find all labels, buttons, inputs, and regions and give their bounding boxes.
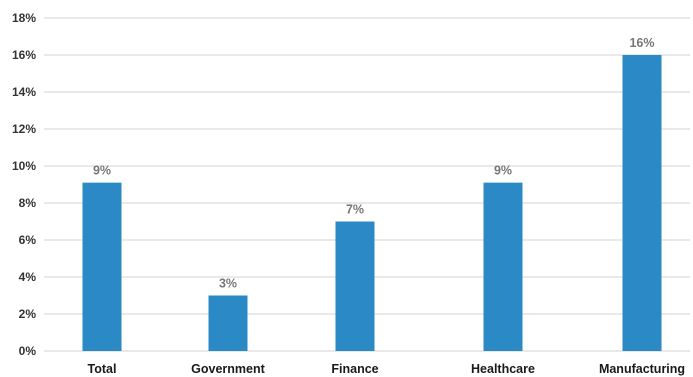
data-label-government: 3% — [219, 277, 237, 291]
bar-government — [208, 295, 248, 351]
category-label-healthcare: Healthcare — [471, 362, 535, 376]
y-tick-label: 4% — [19, 270, 37, 284]
category-label-total: Total — [88, 362, 117, 376]
x-axis-labels: Total Government Finance Healthcare Manufact… — [88, 362, 686, 376]
bars — [82, 55, 662, 351]
bar-manufacturing — [622, 55, 662, 351]
y-tick-label: 0% — [19, 344, 37, 358]
data-label-manufacturing: 16% — [629, 36, 654, 50]
y-tick-label: 14% — [12, 85, 36, 99]
y-tick-label: 16% — [12, 48, 36, 62]
y-tick-label: 2% — [19, 307, 37, 321]
bar-healthcare — [483, 182, 523, 351]
gridlines — [44, 17, 690, 352]
bar-total — [82, 182, 122, 351]
y-axis-ticks: 0% 2% 4% 6% 8% 10% 12% 14% 16% 18% — [12, 11, 36, 358]
category-label-government: Government — [191, 362, 265, 376]
data-label-total: 9% — [93, 164, 111, 178]
y-tick-label: 6% — [19, 233, 37, 247]
category-label-finance: Finance — [331, 362, 378, 376]
y-tick-label: 10% — [12, 159, 36, 173]
y-tick-label: 12% — [12, 122, 36, 136]
data-label-finance: 7% — [346, 203, 364, 217]
bar-finance — [335, 221, 375, 351]
category-label-manufacturing: Manufacturing — [599, 362, 685, 376]
y-tick-label: 8% — [19, 196, 37, 210]
y-tick-label: 18% — [12, 11, 36, 25]
data-labels: 9% 3% 7% 9% 16% — [93, 36, 655, 291]
data-label-healthcare: 9% — [494, 164, 512, 178]
